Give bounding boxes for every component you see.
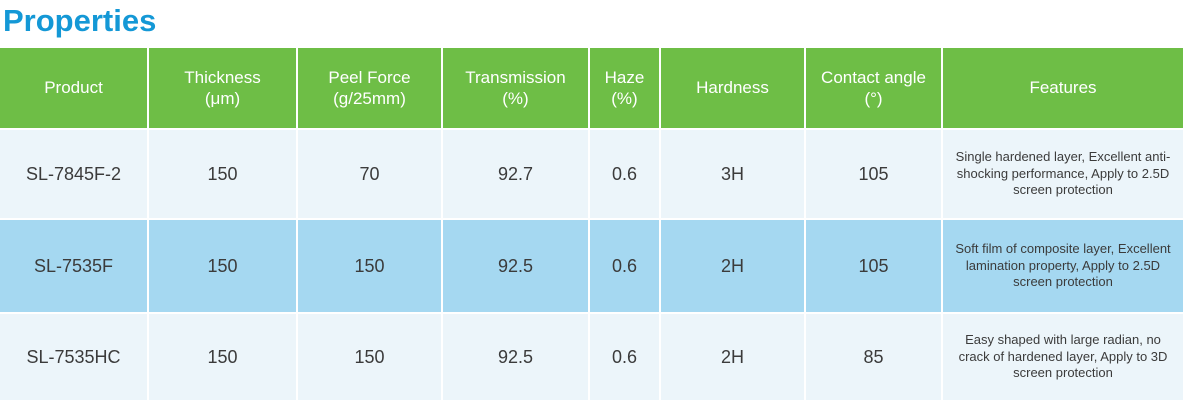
header-label: Transmission <box>465 67 566 87</box>
cell-features: Easy shaped with large radian, no crack … <box>943 314 1183 400</box>
header-label: Thickness <box>184 67 261 87</box>
cell-haze: 0.6 <box>590 314 659 400</box>
header-cell-thickness: Thickness (μm) <box>149 48 296 128</box>
cell-hardness: 2H <box>661 220 804 312</box>
page-title: Properties <box>3 3 157 38</box>
header-label: Hardness <box>696 78 769 98</box>
header-unit: (%) <box>611 89 638 108</box>
cell-product: SL-7845F-2 <box>0 130 147 218</box>
header-cell-haze: Haze (%) <box>590 48 659 128</box>
cell-peel-force: 150 <box>298 314 441 400</box>
cell-thickness: 150 <box>149 220 296 312</box>
header-cell-hardness: Hardness <box>661 48 804 128</box>
header-cell-contact-angle: Contact angle (°) <box>806 48 941 128</box>
cell-thickness: 150 <box>149 314 296 400</box>
header-label: Contact angle <box>821 67 926 87</box>
header-label: Peel Force <box>328 67 411 87</box>
cell-features: Single hardened layer, Excellent anti-sh… <box>943 130 1183 218</box>
cell-thickness: 150 <box>149 130 296 218</box>
cell-haze: 0.6 <box>590 130 659 218</box>
header-label: Haze <box>604 67 645 87</box>
cell-product: SL-7535HC <box>0 314 147 400</box>
cell-transmission: 92.7 <box>443 130 588 218</box>
header-label: Product <box>44 78 103 98</box>
header-unit: (°) <box>864 89 883 108</box>
properties-table: Product Thickness (μm) Peel Force (g/25m… <box>0 48 1183 400</box>
header-unit: (%) <box>502 89 529 108</box>
header-cell-peel-force: Peel Force (g/25mm) <box>298 48 441 128</box>
cell-transmission: 92.5 <box>443 220 588 312</box>
header-label: Features <box>1029 78 1097 98</box>
cell-transmission: 92.5 <box>443 314 588 400</box>
cell-haze: 0.6 <box>590 220 659 312</box>
header-cell-transmission: Transmission (%) <box>443 48 588 128</box>
header-unit: (g/25mm) <box>333 89 406 108</box>
header-cell-product: Product <box>0 48 147 128</box>
cell-hardness: 3H <box>661 130 804 218</box>
cell-contact-angle: 105 <box>806 220 941 312</box>
cell-contact-angle: 85 <box>806 314 941 400</box>
header-unit: (μm) <box>204 89 241 108</box>
cell-features: Soft film of composite layer, Excellent … <box>943 220 1183 312</box>
header-cell-features: Features <box>943 48 1183 128</box>
cell-contact-angle: 105 <box>806 130 941 218</box>
cell-product: SL-7535F <box>0 220 147 312</box>
cell-peel-force: 150 <box>298 220 441 312</box>
cell-peel-force: 70 <box>298 130 441 218</box>
cell-hardness: 2H <box>661 314 804 400</box>
